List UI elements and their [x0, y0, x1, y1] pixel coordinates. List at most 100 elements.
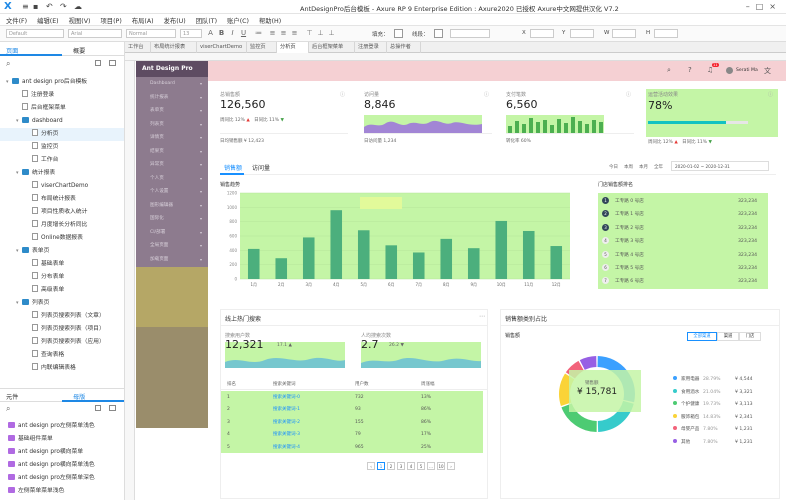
doc-tab[interactable]: 布局统计报表	[151, 42, 197, 53]
style-select[interactable]: Default	[6, 29, 64, 38]
nav-item[interactable]: 统计报表	[136, 91, 208, 105]
y-input[interactable]	[570, 29, 594, 38]
menu-account[interactable]: 账户(C)	[227, 18, 249, 25]
prev-page-button[interactable]: ‹	[367, 462, 375, 470]
undo-icon[interactable]: ↶	[46, 2, 53, 11]
doc-tab[interactable]: 分析页	[277, 42, 309, 53]
nav-item[interactable]: 国际化	[136, 212, 208, 226]
sales-bar[interactable]	[247, 248, 260, 279]
help-icon[interactable]: ?	[688, 66, 692, 74]
tab-masters[interactable]: 母版	[73, 394, 86, 401]
rank-row[interactable]: 6 工专路 5 号店 323,234	[602, 262, 762, 275]
doc-tab[interactable]: 总操作者	[387, 42, 421, 53]
range-month[interactable]: 本月	[639, 165, 648, 170]
page-button[interactable]: 4	[407, 462, 415, 470]
page-button[interactable]: 5	[417, 462, 425, 470]
master-item[interactable]: ant design pro左侧菜单浅色	[0, 420, 124, 433]
rank-row[interactable]: 7 工专路 6 号店 323,234	[602, 275, 762, 288]
doc-tab[interactable]: viserChartDemo	[197, 42, 247, 53]
redo-icon[interactable]: ↷	[60, 2, 67, 11]
tree-item[interactable]: ▾ dashboard	[0, 115, 124, 128]
page-button[interactable]: ...	[427, 462, 435, 470]
search-icon[interactable]: ⌕	[6, 404, 11, 413]
tree-item[interactable]: 高级表单	[0, 284, 124, 297]
tree-item[interactable]: 分布表单	[0, 271, 124, 284]
page-button[interactable]: 3	[397, 462, 405, 470]
table-row[interactable]: 2 搜索关键词-1 93 86%	[221, 404, 481, 416]
tree-item[interactable]: 月度增长分析同比	[0, 219, 124, 232]
tree-item[interactable]: 列表页搜索列表（文章）	[0, 310, 124, 323]
more-icon[interactable]: ⋯	[479, 313, 485, 320]
legend-item[interactable]: 家用电器 28.79% ¥ 4,544	[673, 374, 773, 386]
sales-bar[interactable]	[357, 230, 370, 279]
tab-pages[interactable]: 页面	[6, 48, 19, 55]
tree-item[interactable]: viserChartDemo	[0, 180, 124, 193]
nav-item[interactable]: 列表页	[136, 118, 208, 132]
valign-middle-icon[interactable]: ⊥	[317, 29, 324, 37]
tree-item[interactable]: 列表页搜索列表（应用）	[0, 336, 124, 349]
expand-icon[interactable]: ▾	[16, 248, 19, 254]
tree-item[interactable]: 内联编辑表格	[0, 362, 124, 375]
tree-item[interactable]: 布局统计报表	[0, 193, 124, 206]
doc-tab[interactable]: 注册登录	[355, 42, 387, 53]
sales-bar[interactable]	[550, 246, 563, 279]
sales-bar[interactable]	[330, 210, 343, 279]
tree-item[interactable]: 分析页	[0, 128, 124, 141]
tree-item[interactable]: 后台框架菜单	[0, 102, 124, 115]
rank-row[interactable]: 3 工专路 2 号店 323,234	[602, 222, 762, 235]
legend-item[interactable]: 个护健康 19.73% ¥ 3,113	[673, 399, 773, 411]
next-page-button[interactable]: ›	[447, 462, 455, 470]
doc-tab[interactable]: 工作台	[125, 42, 151, 53]
menu-project[interactable]: 项目(P)	[100, 18, 122, 25]
search-icon[interactable]: ⌕	[6, 59, 11, 68]
menu-toggle-icon[interactable]: ≡	[22, 2, 29, 11]
x-input[interactable]	[530, 29, 554, 38]
user-name[interactable]: Serati Ma	[736, 68, 758, 73]
add-page-icon[interactable]	[95, 60, 101, 66]
menu-file[interactable]: 文件(F)	[6, 18, 28, 25]
cell-keyword-link[interactable]: 搜索关键词-4	[273, 444, 300, 450]
doc-tab[interactable]: 监控页	[247, 42, 277, 53]
info-icon[interactable]: ⓘ	[626, 92, 632, 98]
tree-item[interactable]: ▾ 表单页	[0, 245, 124, 258]
tab-visits[interactable]: 访问量	[252, 165, 271, 172]
expand-icon[interactable]: ▾	[16, 170, 19, 176]
underline-icon[interactable]: U	[240, 29, 247, 37]
sales-bar[interactable]	[440, 238, 453, 279]
nav-item[interactable]: 个人页	[136, 172, 208, 186]
add-master-icon[interactable]	[95, 405, 101, 411]
tree-item[interactable]: 监控页	[0, 141, 124, 154]
sales-bar[interactable]	[275, 258, 288, 279]
table-row[interactable]: 3 搜索关键词-2 155 86%	[221, 417, 481, 429]
cell-keyword-link[interactable]: 搜索关键词-3	[273, 432, 300, 438]
valign-top-icon[interactable]: ⊤	[306, 29, 313, 37]
align-left-icon[interactable]: ≡	[269, 29, 276, 37]
expand-icon[interactable]: ▾	[16, 118, 19, 124]
legend-item[interactable]: 母婴产品 7.80% ¥ 1,231	[673, 424, 773, 436]
tree-item[interactable]: 工作台	[0, 154, 124, 167]
cell-keyword-link[interactable]: 搜索关键词-2	[273, 419, 300, 425]
tree-item[interactable]: Online数据报表	[0, 232, 124, 245]
tree-item[interactable]: 基础表单	[0, 258, 124, 271]
sales-bar[interactable]	[412, 252, 425, 279]
master-item[interactable]: ant design pro横向菜单	[0, 446, 124, 459]
master-item[interactable]: ant design pro横向菜单浅色	[0, 459, 124, 472]
menu-edit[interactable]: 编辑(E)	[37, 18, 59, 25]
sales-bar[interactable]	[495, 220, 508, 279]
info-icon[interactable]: ⓘ	[768, 92, 774, 98]
w-input[interactable]	[612, 29, 636, 38]
info-icon[interactable]: ⓘ	[484, 92, 490, 98]
valign-bottom-icon[interactable]: ⊥	[328, 29, 335, 37]
bell-icon[interactable]: ♫	[707, 66, 714, 74]
page-button[interactable]: 10	[437, 462, 445, 470]
tab-widgets[interactable]: 元件	[6, 394, 19, 401]
tree-item[interactable]: 项目性质收入统计	[0, 206, 124, 219]
master-item[interactable]: 基础组件菜单	[0, 433, 124, 446]
legend-item[interactable]: 食用酒水 21.04% ¥ 3,321	[673, 387, 773, 399]
range-week[interactable]: 本周	[624, 165, 633, 170]
nav-item[interactable]: 个人设置	[136, 185, 208, 199]
expand-icon[interactable]: ▾	[16, 300, 19, 306]
align-center-icon[interactable]: ≡	[280, 29, 287, 37]
sales-bar[interactable]	[467, 248, 480, 279]
font-select[interactable]: Arial	[68, 29, 122, 38]
